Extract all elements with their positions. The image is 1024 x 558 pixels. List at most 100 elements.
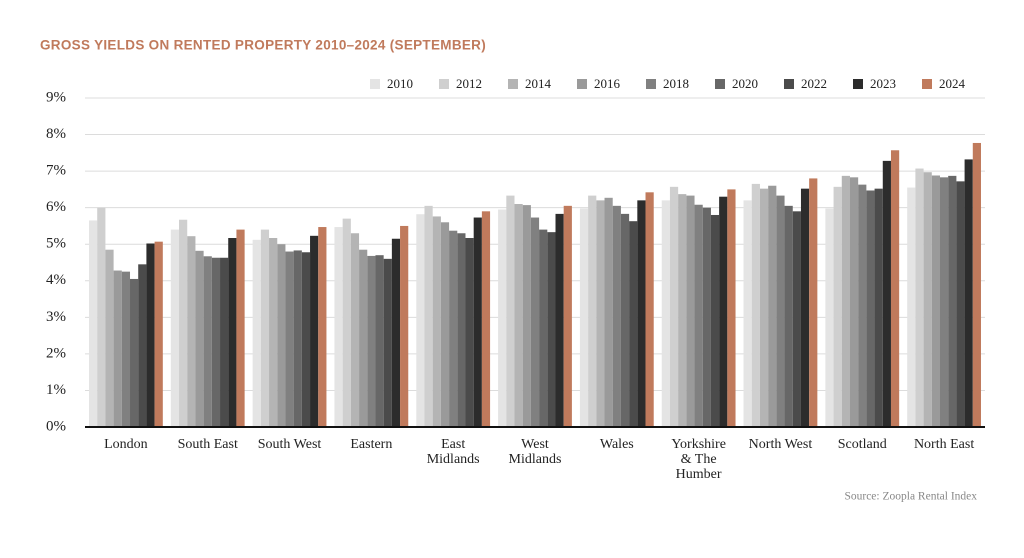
legend-swatch	[922, 79, 932, 89]
bar	[841, 175, 850, 427]
legend-swatch	[715, 79, 725, 89]
bar	[481, 211, 491, 427]
bar	[588, 195, 597, 427]
bar	[187, 236, 196, 427]
y-tick-label: 8%	[46, 126, 66, 142]
legend-label: 2010	[387, 76, 413, 91]
bar	[383, 258, 392, 427]
legend-label: 2018	[663, 76, 689, 91]
x-tick-label: Yorkshire & The Humber	[671, 437, 726, 482]
bar	[604, 197, 613, 427]
bar	[800, 188, 810, 427]
bar	[629, 221, 638, 427]
bar	[260, 229, 270, 427]
chart-title: GROSS YIELDS ON RENTED PROPERTY 2010–202…	[40, 38, 486, 53]
bar	[252, 239, 261, 427]
bar	[858, 184, 867, 427]
y-tick-label: 1%	[46, 382, 66, 398]
bar	[457, 233, 466, 427]
bar	[293, 250, 302, 427]
legend-swatch	[853, 79, 863, 89]
bar	[768, 185, 777, 427]
bar	[449, 230, 458, 427]
bar	[236, 229, 245, 427]
bar	[105, 249, 114, 427]
bar	[890, 150, 900, 427]
bar	[972, 142, 981, 428]
x-tick-label: North East	[913, 437, 975, 452]
x-tick-label: North West	[748, 437, 813, 452]
bar	[530, 217, 540, 427]
x-tick-label: London	[104, 437, 148, 452]
y-tick-label: 0%	[46, 418, 66, 434]
bar	[825, 208, 834, 427]
legend-label: 2014	[525, 76, 552, 91]
bar	[637, 200, 646, 427]
bar	[874, 188, 883, 427]
bar	[285, 251, 294, 427]
bar	[228, 238, 237, 427]
bar	[473, 217, 482, 427]
bar	[620, 213, 630, 427]
x-tick-label: Scotland	[837, 437, 887, 452]
bar	[579, 208, 589, 427]
bar	[612, 205, 621, 427]
legend-label: 2024	[939, 76, 966, 91]
bar	[792, 211, 801, 427]
bar	[498, 209, 507, 427]
bar	[121, 271, 131, 427]
bar	[514, 204, 523, 427]
bar	[211, 257, 221, 427]
y-tick-label: 7%	[46, 163, 66, 179]
legend-swatch	[784, 79, 794, 89]
x-tick-label: West Midlands	[508, 437, 562, 467]
y-tick-label: 9%	[46, 89, 66, 105]
bar	[669, 186, 679, 427]
bar	[809, 178, 818, 427]
legend-swatch	[508, 79, 518, 89]
source: Source: Zoopla Rental Index	[844, 491, 977, 503]
bar	[334, 227, 343, 427]
bar	[866, 190, 875, 427]
bar	[702, 207, 711, 427]
legend-swatch	[370, 79, 380, 89]
bar	[440, 222, 450, 427]
bar	[97, 207, 106, 427]
bar	[915, 168, 924, 427]
bar	[547, 232, 556, 427]
bar	[776, 195, 785, 427]
bar	[203, 256, 212, 427]
legend-label: 2022	[801, 76, 827, 91]
bar	[424, 205, 433, 427]
y-tick-label: 4%	[46, 272, 66, 288]
bar	[359, 249, 368, 427]
y-tick-label: 2%	[46, 345, 66, 361]
bar	[400, 225, 409, 427]
bar	[89, 220, 98, 427]
bar	[113, 270, 122, 427]
legend-swatch	[646, 79, 656, 89]
y-tick-label: 6%	[46, 199, 66, 215]
bar	[694, 204, 703, 427]
bar	[719, 196, 728, 427]
bar	[710, 214, 720, 427]
bar	[931, 175, 940, 427]
x-tick-label: South West	[257, 437, 322, 452]
bar	[923, 172, 932, 427]
legend-label: 2023	[870, 76, 896, 91]
bar	[506, 195, 515, 427]
legend-swatch	[577, 79, 587, 89]
bar	[563, 205, 572, 427]
x-tick-label: East Midlands	[426, 437, 480, 467]
bar	[849, 177, 859, 427]
bar	[596, 200, 605, 427]
bar	[195, 250, 204, 427]
bar	[645, 192, 654, 427]
bar	[555, 213, 564, 427]
bar	[964, 159, 973, 427]
bar	[522, 205, 531, 427]
bar	[727, 189, 736, 427]
bar	[269, 238, 278, 427]
